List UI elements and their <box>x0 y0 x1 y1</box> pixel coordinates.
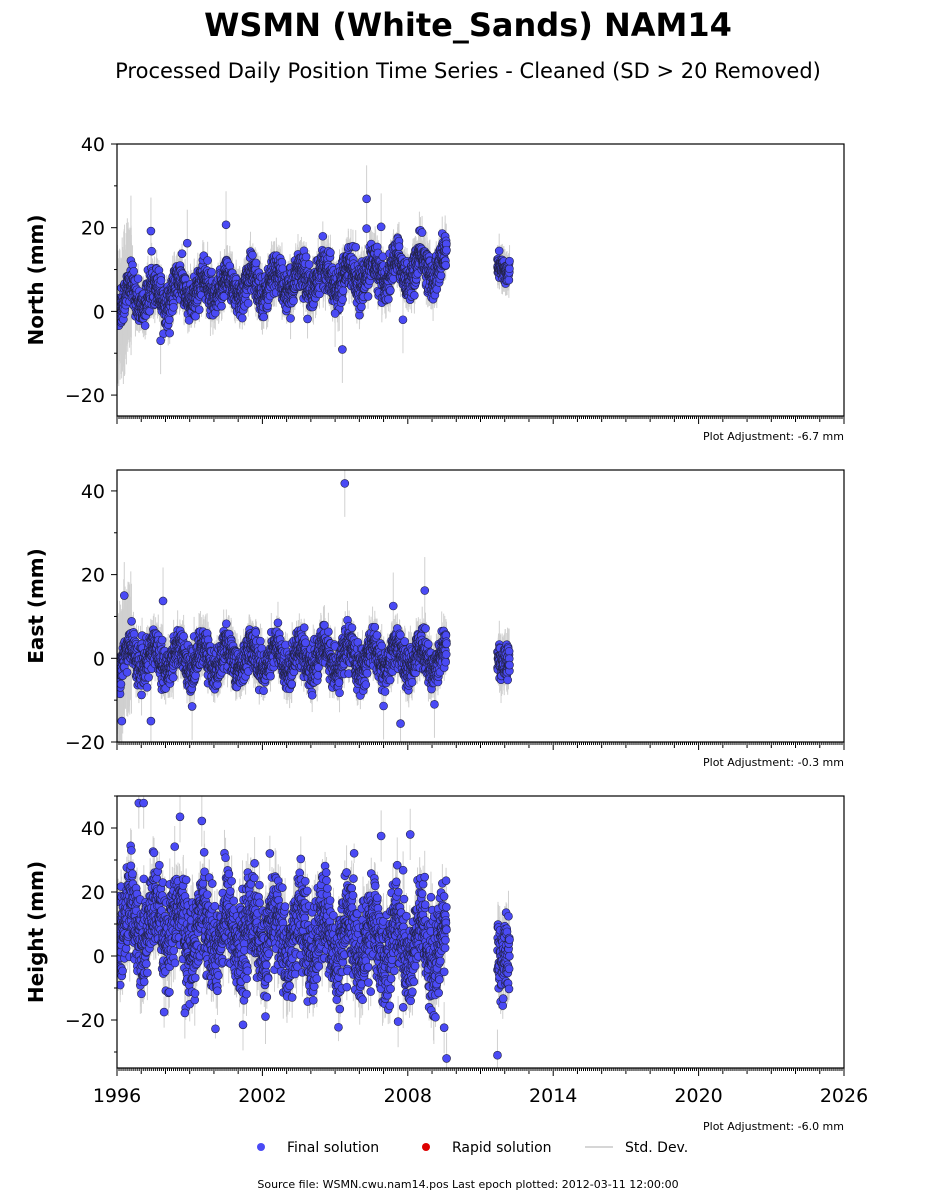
data-point <box>410 291 419 300</box>
data-point <box>164 315 174 325</box>
data-point <box>286 314 295 323</box>
data-point <box>326 248 335 257</box>
data-point <box>133 274 143 283</box>
data-point <box>357 302 366 312</box>
data-point <box>165 328 174 338</box>
data-point <box>203 256 212 265</box>
data-point <box>417 228 427 237</box>
data-point <box>129 267 139 276</box>
data-point <box>301 252 311 262</box>
data-point <box>251 258 261 268</box>
chart-subtitle: Processed Daily Position Time Series - C… <box>115 59 821 83</box>
data-point <box>363 292 373 301</box>
data-point <box>338 295 347 304</box>
data-point <box>248 250 257 260</box>
data-point <box>304 260 314 269</box>
data-point <box>217 301 226 311</box>
data-point <box>394 242 404 251</box>
data-point <box>169 302 178 312</box>
data-point <box>177 249 187 258</box>
data-point <box>191 311 200 321</box>
data-point <box>207 267 216 277</box>
final-solution-points <box>117 194 514 354</box>
data-point <box>351 242 361 252</box>
data-point <box>194 305 204 314</box>
data-point <box>338 286 348 296</box>
data-point <box>289 296 298 306</box>
data-point <box>386 286 395 295</box>
data-point <box>156 276 166 285</box>
data-point <box>384 294 393 304</box>
data-point <box>140 321 150 330</box>
plot-area <box>117 165 514 387</box>
chart-title: WSMN (White_Sands) NAM14 <box>204 6 732 44</box>
data-point <box>147 246 156 256</box>
data-point <box>303 314 312 324</box>
data-point <box>184 315 194 325</box>
data-point <box>318 231 328 241</box>
data-point <box>243 298 253 308</box>
data-point <box>237 313 247 323</box>
data-point <box>259 312 269 322</box>
